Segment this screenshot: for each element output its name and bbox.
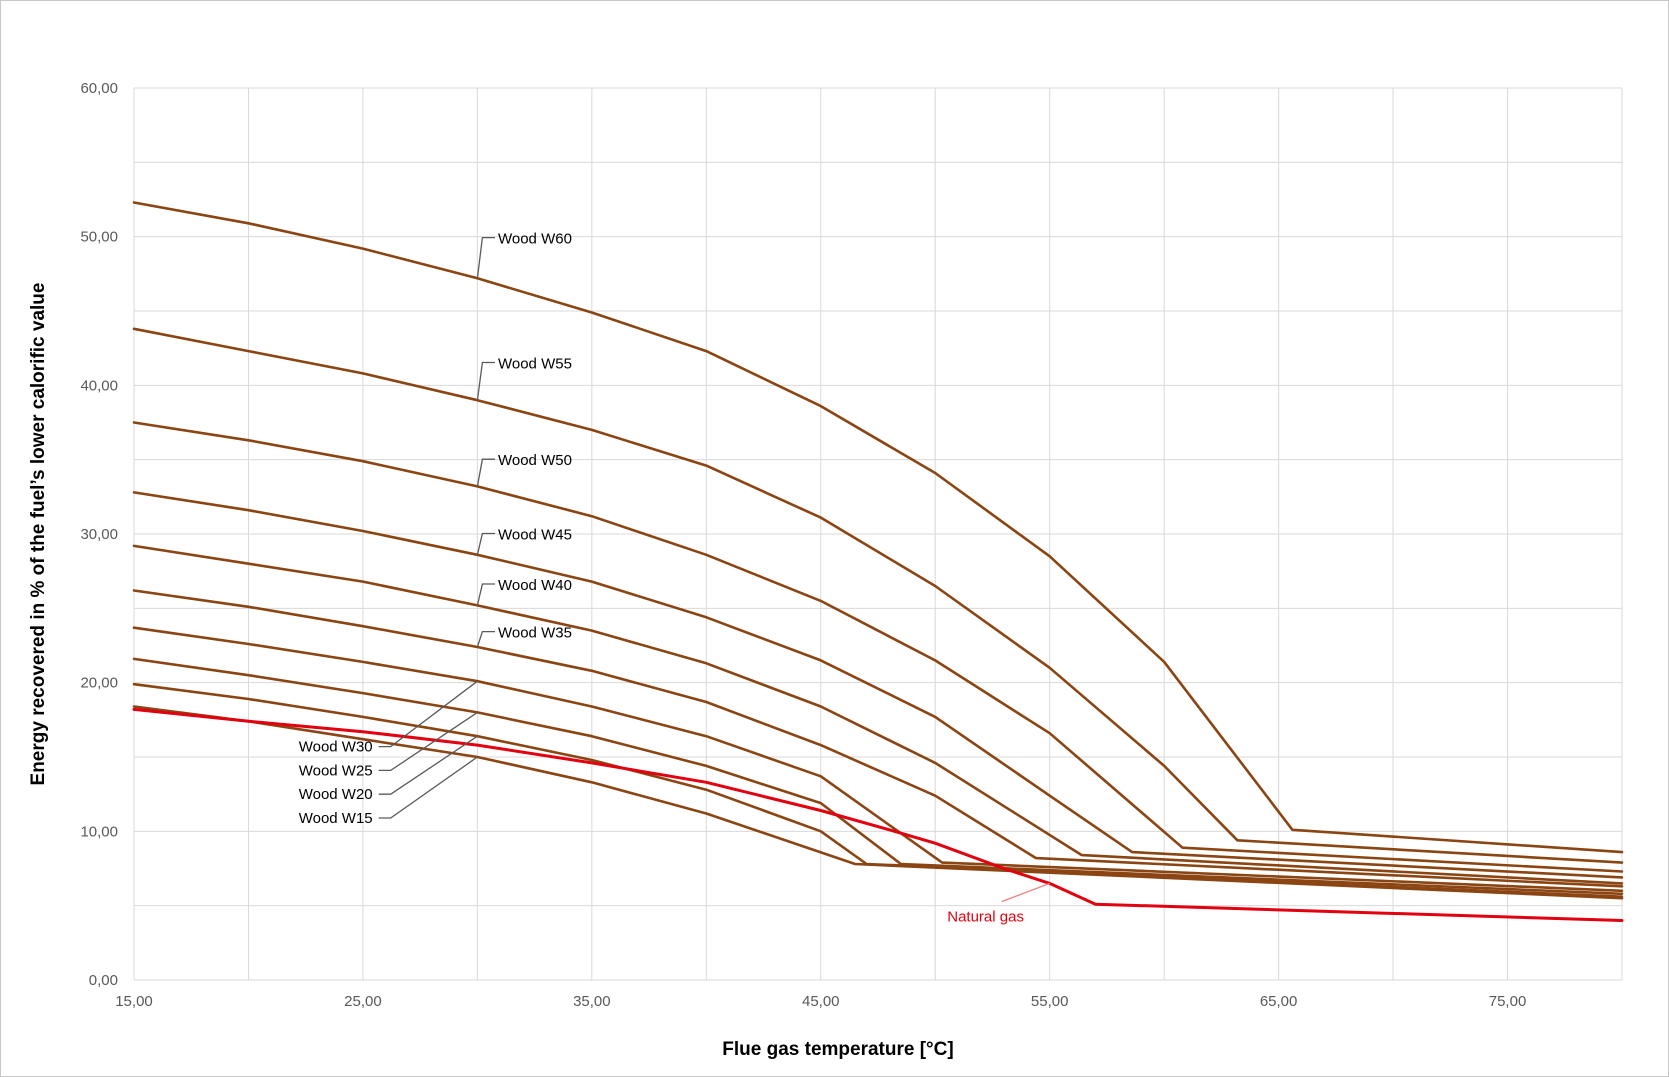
x-tick-label: 15,00 bbox=[115, 993, 153, 1010]
y-tick-label: 40,00 bbox=[80, 377, 118, 394]
label-wood-w45: Wood W45 bbox=[498, 526, 572, 543]
series-line-wood-w55 bbox=[132, 327, 1624, 864]
leader-line-wood-w20 bbox=[378, 735, 478, 795]
label-wood-w40: Wood W40 bbox=[498, 577, 572, 594]
x-tick-label: 45,00 bbox=[802, 993, 840, 1010]
leader-line-wood-w50 bbox=[476, 458, 495, 487]
leader-line-wood-w45 bbox=[476, 532, 495, 555]
leader-line-wood-w25 bbox=[378, 711, 478, 772]
series-annotations: Wood W60 Wood W55 Wood W50 Wood W45 Wood W40… bbox=[299, 231, 1050, 926]
leader-line-wood-w60 bbox=[476, 236, 495, 279]
x-tick-label: 25,00 bbox=[344, 993, 382, 1010]
series-line-wood-w45 bbox=[132, 491, 1624, 879]
series-line-wood-w50 bbox=[132, 421, 1624, 873]
label-wood-w60: Wood W60 bbox=[498, 231, 572, 248]
series-line-wood-w30 bbox=[132, 626, 1624, 893]
x-tick-label: 35,00 bbox=[573, 993, 611, 1010]
y-tick-label: 10,00 bbox=[80, 823, 118, 840]
label-natural-gas: Natural gas bbox=[947, 909, 1024, 926]
x-axis-title: Flue gas temperature [°C] bbox=[722, 1039, 953, 1060]
series-line-wood-w40 bbox=[132, 544, 1624, 885]
series-line-wood-w25 bbox=[132, 657, 1624, 896]
x-tick-label: 55,00 bbox=[1031, 993, 1069, 1010]
leader-line-wood-w30 bbox=[378, 680, 478, 748]
y-tick-label: 20,00 bbox=[80, 675, 118, 692]
leader-line-wood-w15 bbox=[378, 756, 478, 819]
series-line-wood-w35 bbox=[132, 589, 1624, 888]
label-wood-w55: Wood W55 bbox=[498, 356, 572, 373]
y-axis-ticks: 0,00 10,00 20,00 30,00 40,00 50,00 60,00 bbox=[80, 80, 118, 989]
series-line-wood-w60 bbox=[132, 201, 1624, 854]
label-wood-w35: Wood W35 bbox=[498, 625, 572, 642]
leader-line-natural-gas bbox=[1001, 882, 1050, 903]
y-tick-label: 30,00 bbox=[80, 526, 118, 543]
y-axis-title: Energy recovered in % of the fuel’s lowe… bbox=[28, 283, 49, 786]
label-wood-w30: Wood W30 bbox=[299, 739, 373, 756]
label-wood-w15: Wood W15 bbox=[299, 810, 373, 827]
leader-line-wood-w35 bbox=[476, 630, 495, 648]
label-wood-w20: Wood W20 bbox=[299, 786, 373, 803]
leader-line-wood-w55 bbox=[476, 361, 495, 401]
label-wood-w25: Wood W25 bbox=[299, 762, 373, 779]
x-tick-label: 65,00 bbox=[1260, 993, 1298, 1010]
y-tick-label: 60,00 bbox=[80, 80, 118, 97]
series-line-wood-w20 bbox=[132, 682, 1624, 899]
x-tick-label: 75,00 bbox=[1489, 993, 1527, 1010]
series-lines bbox=[132, 201, 1624, 922]
label-wood-w50: Wood W50 bbox=[498, 452, 572, 469]
x-axis-ticks: 15,00 25,00 35,00 45,00 55,00 65,00 75,00 bbox=[115, 993, 1526, 1010]
y-tick-label: 50,00 bbox=[80, 229, 118, 246]
y-tick-label: 0,00 bbox=[89, 972, 118, 989]
leader-line-wood-w40 bbox=[476, 583, 495, 606]
